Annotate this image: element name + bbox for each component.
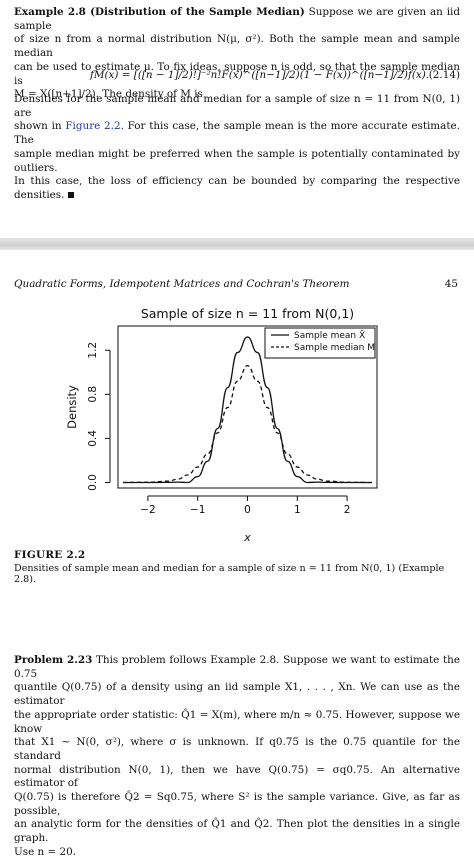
running-head: Quadratic Forms, Idempotent Matrices and… — [14, 278, 350, 290]
density-chart: Sample of size n = 11 from N(0,1) −2 −1 0 1 2… — [65, 306, 378, 544]
problem-line: that X1 ∼ N(0, σ²), where σ is unknown. … — [14, 736, 460, 762]
x-axis-label: x — [243, 531, 251, 544]
equation-number: (2.14) — [428, 69, 460, 81]
legend-box — [264, 327, 376, 359]
example-line: of size n from a normal distribution N(μ… — [14, 33, 460, 60]
x-tick-label: 2 — [344, 504, 351, 516]
sample-mean-curve — [122, 336, 373, 484]
page-gap — [0, 238, 474, 250]
figure-link[interactable]: Figure 2.2 — [65, 120, 121, 133]
plot-frame — [117, 325, 378, 489]
example-line: . For this case, the sample mean is the … — [14, 120, 460, 147]
sample-median-curve — [122, 365, 373, 484]
problem-paragraph: Problem 2.23 This problem follows Exampl… — [14, 654, 460, 860]
density-equation: fM(x) = [([n − 1]/2)!]⁻²n!F(x)^([n−1]/2)… — [90, 69, 430, 81]
bottom-page — [0, 250, 474, 823]
qed-square-icon — [68, 191, 75, 198]
problem-heading: Problem 2.23 — [14, 654, 93, 666]
example-line: Suppose we are given an iid sample — [14, 6, 460, 32]
y-axis-label: Density — [65, 385, 79, 429]
figure-caption: Densities of sample mean and median for … — [14, 563, 445, 585]
problem-line: the appropriate order statistic: Q̂1 = X… — [14, 708, 460, 735]
figure-label: FIGURE 2.2 — [14, 549, 86, 561]
example-paragraph: Example 2.8 (Distribution of the Sample … — [14, 6, 460, 102]
example-line: M = X([n+1]/2). The density of M is — [14, 88, 203, 101]
chart-title: Sample of size n = 11 from N(0,1) — [141, 306, 354, 321]
legend-label-median: Sample median M — [294, 343, 375, 353]
legend-label-mean: Sample mean X̄ — [294, 329, 365, 341]
x-tick-label: 0 — [244, 504, 251, 516]
example-line: In this case, the loss of efficiency can… — [14, 175, 460, 201]
problem-line: This problem follows Example 2.8. Suppos… — [14, 654, 460, 680]
example-line: can be used to estimate μ. To fix ideas,… — [14, 60, 460, 87]
problem-line: quantile Q(0.75) of a density using an i… — [14, 681, 460, 708]
example-line: Densities for the sample mean and median… — [14, 93, 460, 119]
example-line: shown in — [14, 120, 66, 133]
x-tick-label: −2 — [140, 504, 155, 516]
y-tick-label: 1.2 — [87, 342, 99, 359]
example-paragraph-2: Densities for the sample mean and median… — [14, 93, 460, 203]
y-tick-label: 0.4 — [87, 430, 99, 447]
problem-line: normal distribution N(0, 1), then we hav… — [14, 763, 460, 790]
problem-line: Q(0.75) is therefore Q̂2 = Sq0.75, where… — [14, 791, 460, 817]
problem-line: Use n = 20. — [14, 845, 77, 858]
y-tick-label: 0.8 — [87, 386, 99, 403]
example-line: sample median might be preferred when th… — [14, 147, 460, 174]
page-number: 45 — [444, 278, 458, 290]
x-tick-label: −1 — [190, 504, 205, 516]
top-page: Example 2.8 (Distribution of the Sample … — [0, 0, 474, 238]
y-tick-label: 0.0 — [87, 474, 99, 491]
example-heading: Example 2.8 (Distribution of the Sample … — [14, 6, 305, 18]
x-tick-label: 1 — [294, 504, 301, 516]
